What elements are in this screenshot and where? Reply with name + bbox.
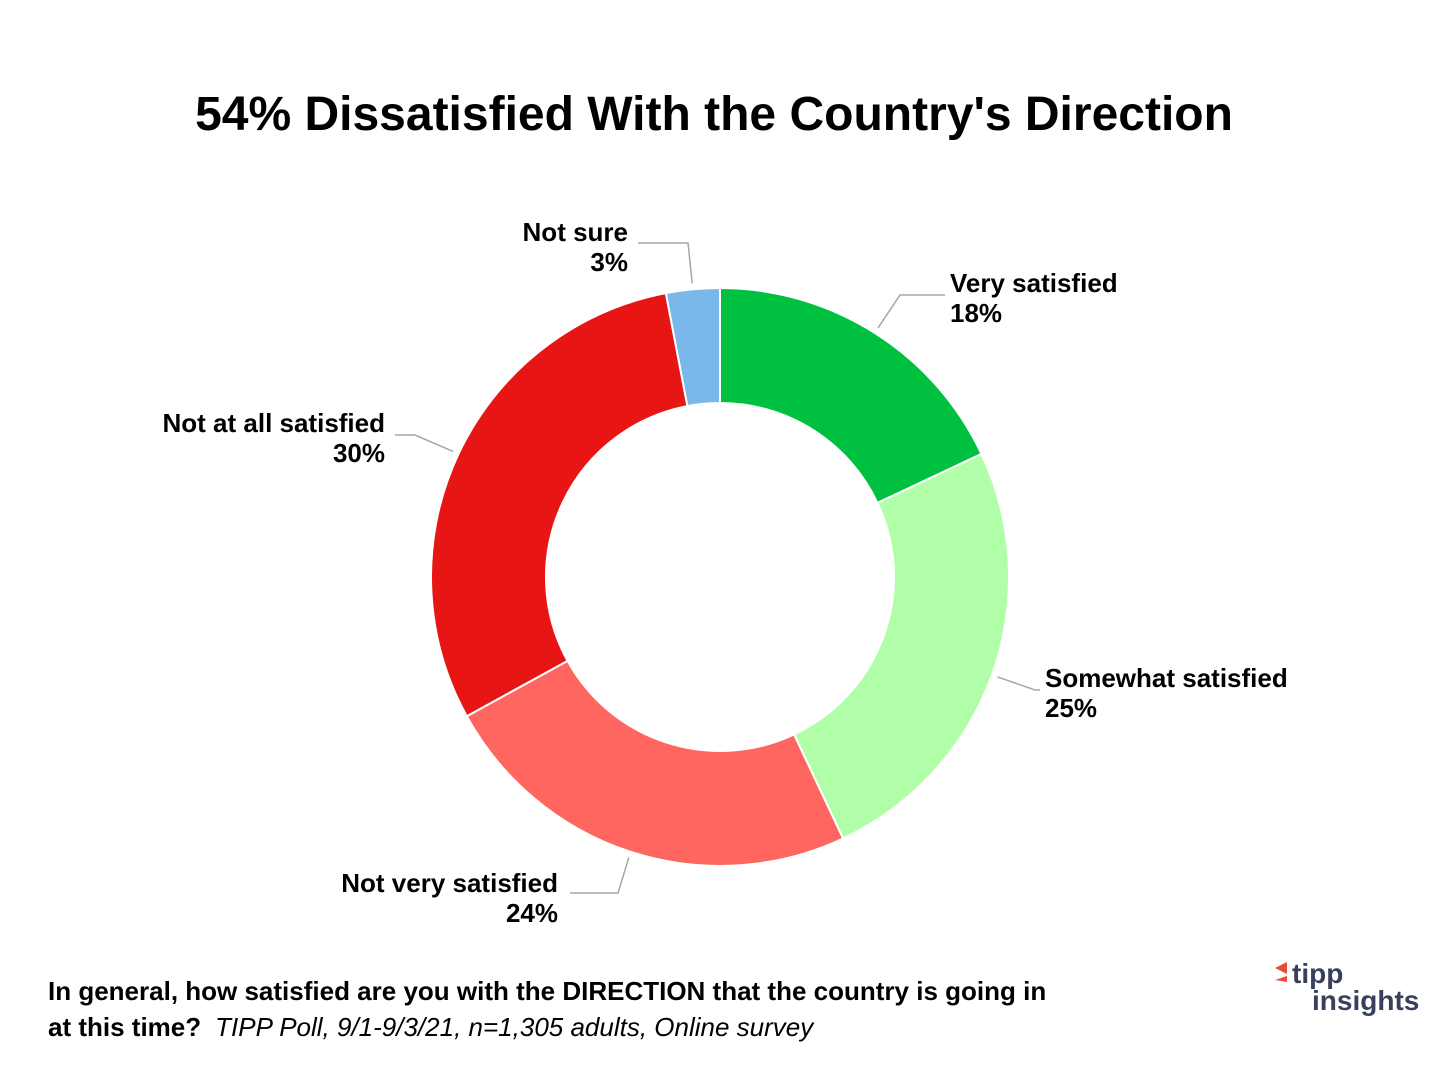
slice	[792, 452, 1010, 840]
slice-label: Somewhat satisfied	[1045, 663, 1288, 693]
footnote: at this time? TIPP Poll, 9/1-9/3/21, n=1,…	[48, 1012, 815, 1042]
slice	[430, 291, 689, 718]
leader-line	[395, 434, 454, 453]
slice-label: Very satisfied	[950, 268, 1118, 298]
chart-title: 54% Dissatisfied With the Country's Dire…	[195, 88, 1233, 141]
logo-icon	[1275, 962, 1287, 982]
slice-label: Not at all satisfied	[163, 408, 386, 438]
leader-line	[570, 857, 630, 894]
value-label: 30%	[333, 438, 385, 468]
footnote: In general, how satisfied are you with t…	[48, 976, 1046, 1006]
leader-line	[877, 294, 945, 329]
leader-line	[638, 242, 693, 284]
value-label: 18%	[950, 298, 1002, 328]
value-label: 24%	[506, 898, 558, 928]
leader-line	[997, 676, 1040, 691]
slice-label: Not sure	[523, 217, 628, 247]
slice-label: Not very satisfied	[341, 868, 558, 898]
slice	[664, 286, 721, 408]
footnote-line: at this time?	[48, 1012, 201, 1042]
logo: tipp insights	[1275, 958, 1419, 1016]
logo-text: insights	[1312, 985, 1419, 1016]
value-label: 25%	[1045, 693, 1097, 723]
logo-text: tipp	[1292, 958, 1343, 989]
value-label: 3%	[590, 247, 628, 277]
slice	[719, 286, 983, 505]
source: TIPP Poll, 9/1-9/3/21, n=1,305 adults, O…	[215, 1012, 815, 1042]
slice	[465, 659, 845, 867]
